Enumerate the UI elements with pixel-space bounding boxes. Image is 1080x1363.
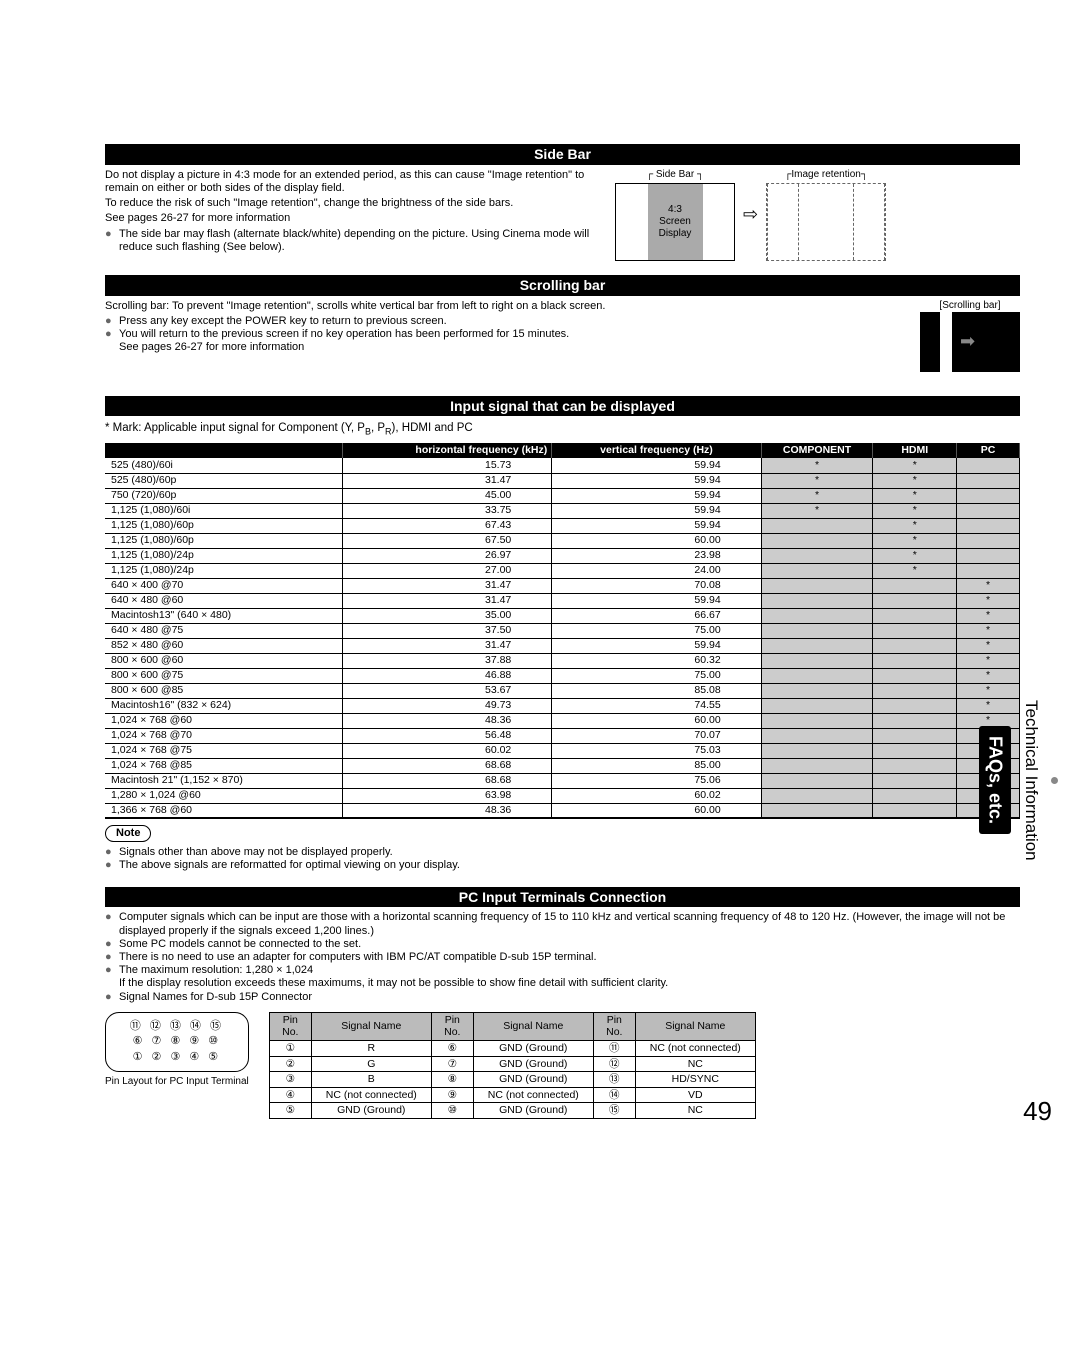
table-row: 1,024 × 768 @6048.3660.00* <box>105 713 1020 728</box>
bullet-icon: ● <box>105 859 119 872</box>
pc-b2: Some PC models cannot be connected to th… <box>119 938 361 951</box>
pc-bottom-row: ⑪ ⑫ ⑬ ⑭ ⑮ ⑥ ⑦ ⑧ ⑨ ⑩ ① ② ③ ④ ⑤ Pin Layout… <box>105 1012 1020 1119</box>
sidebar-p2: To reduce the risk of such "Image retent… <box>105 197 605 210</box>
table-row: 640 × 480 @7537.5075.00* <box>105 623 1020 638</box>
page-number: 49 <box>1023 1096 1052 1127</box>
bullet-icon: ● <box>105 228 119 241</box>
pc-b1: Computer signals which can be input are … <box>119 911 1020 937</box>
diagram-label-43: 4:3 <box>668 204 682 216</box>
scroll-box-label: [Scrolling bar] <box>920 300 1020 312</box>
table-row: 1,125 (1,080)/24p27.0024.00* <box>105 563 1020 578</box>
table-row: ①R⑥GND (Ground)⑪NC (not connected) <box>269 1040 755 1056</box>
pin-table-header: Pin No. <box>269 1012 311 1040</box>
note-badge: Note <box>105 825 151 842</box>
table-row: Macintosh 21" (1,152 × 870)68.6875.06* <box>105 773 1020 788</box>
diagram-label-display: Display <box>659 228 692 240</box>
pin-table-header: Signal Name <box>473 1012 593 1040</box>
bullet-icon: ● <box>105 911 119 924</box>
diagram-label-retention: ┌Image retention┐ <box>766 169 886 181</box>
table-row: 800 × 600 @7546.8875.00* <box>105 668 1020 683</box>
table-row: 640 × 400 @7031.4770.08* <box>105 578 1020 593</box>
table-row: 1,024 × 768 @8568.6885.00* <box>105 758 1020 773</box>
arrow-right-icon: ➡ <box>960 331 975 353</box>
sidebar-diagram: ┌ Side Bar ┐ 4:3 Screen Display ⇨ ┌Image… <box>615 169 886 261</box>
scroll-p1: Scrolling bar: To prevent "Image retenti… <box>105 300 900 313</box>
note1: Signals other than above may not be disp… <box>119 846 393 859</box>
arrow-right-icon: ⇨ <box>743 204 758 226</box>
bullet-icon: ● <box>105 938 119 951</box>
diagram-label-screen: Screen <box>659 216 691 228</box>
signal-table-header <box>105 443 342 458</box>
table-row: 1,024 × 768 @7056.4870.07* <box>105 728 1020 743</box>
table-row: 800 × 600 @8553.6785.08* <box>105 683 1020 698</box>
pin-table-header: Signal Name <box>311 1012 431 1040</box>
scroll-b1: Press any key except the POWER key to re… <box>119 315 447 328</box>
table-row: 1,280 × 1,024 @6063.9860.02* <box>105 788 1020 803</box>
sidebar-content-row: Do not display a picture in 4:3 mode for… <box>105 169 1020 261</box>
bullet-icon: ● <box>105 991 119 1004</box>
bullet-icon: ● <box>105 951 119 964</box>
scroll-box-graphic: ➡ <box>920 312 1020 372</box>
side-tab: Technical Information FAQs, etc. <box>979 700 1058 861</box>
bullet-icon: ● <box>105 964 119 977</box>
table-row: 1,125 (1,080)/24p26.9723.98* <box>105 548 1020 563</box>
table-row: ③B⑧GND (Ground)⑬HD/SYNC <box>269 1072 755 1088</box>
bullet-icon: ● <box>105 328 119 341</box>
scroll-b2: You will return to the previous screen i… <box>119 328 569 341</box>
side-tab-tech: Technical Information <box>1021 700 1041 861</box>
table-row: 1,125 (1,080)/60p67.5060.00* <box>105 533 1020 548</box>
table-row: 852 × 480 @6031.4759.94* <box>105 638 1020 653</box>
pin-table: Pin No.Signal NamePin No.Signal NamePin … <box>269 1012 756 1119</box>
diagram-label-sidebar: ┌ Side Bar ┐ <box>615 169 735 181</box>
signal-table-header: horizontal frequency (kHz) <box>342 443 551 458</box>
pc-b5: Signal Names for D-sub 15P Connector <box>119 991 312 1004</box>
pin-table-header: Pin No. <box>431 1012 473 1040</box>
connector-caption: Pin Layout for PC Input Terminal <box>105 1076 249 1088</box>
pc-b4b: If the display resolution exceeds these … <box>105 977 1020 990</box>
table-row: ④NC (not connected)⑨NC (not connected)⑭V… <box>269 1087 755 1103</box>
section-header-input: Input signal that can be displayed <box>105 396 1020 417</box>
side-tab-faq: FAQs, etc. <box>979 726 1011 834</box>
connector-diagram: ⑪ ⑫ ⑬ ⑭ ⑮ ⑥ ⑦ ⑧ ⑨ ⑩ ① ② ③ ④ ⑤ <box>105 1012 249 1072</box>
pin-table-header: Pin No. <box>593 1012 635 1040</box>
section-header-pc: PC Input Terminals Connection <box>105 887 1020 908</box>
pc-b3: There is no need to use an adapter for c… <box>119 951 597 964</box>
table-row: ⑤GND (Ground)⑩GND (Ground)⑮NC <box>269 1103 755 1119</box>
table-row: 1,125 (1,080)/60p67.4359.94* <box>105 518 1020 533</box>
signal-table-header: COMPONENT <box>761 443 873 458</box>
section-header-sidebar: Side Bar <box>105 144 1020 165</box>
sidebar-p3: See pages 26-27 for more information <box>105 212 605 225</box>
table-row: 640 × 480 @6031.4759.94* <box>105 593 1020 608</box>
pc-b4: The maximum resolution: 1,280 × 1,024 <box>119 964 313 977</box>
mark-note: * Mark: Applicable input signal for Comp… <box>105 422 1020 437</box>
signal-table-header: HDMI <box>873 443 957 458</box>
table-row: 525 (480)/60i15.7359.94** <box>105 458 1020 473</box>
scrolling-content-row: Scrolling bar: To prevent "Image retenti… <box>105 300 1020 372</box>
signal-table-header: vertical frequency (Hz) <box>552 443 761 458</box>
scroll-b2b: See pages 26-27 for more information <box>105 341 900 354</box>
pin-table-header: Signal Name <box>635 1012 755 1040</box>
table-row: 525 (480)/60p31.4759.94** <box>105 473 1020 488</box>
section-header-scrolling: Scrolling bar <box>105 275 1020 296</box>
table-row: 800 × 600 @6037.8860.32* <box>105 653 1020 668</box>
table-row: 1,125 (1,080)/60i33.7559.94** <box>105 503 1020 518</box>
table-row: Macintosh13" (640 × 480)35.0066.67* <box>105 608 1020 623</box>
sidebar-p1: Do not display a picture in 4:3 mode for… <box>105 169 605 195</box>
bullet-icon: ● <box>105 846 119 859</box>
bullet-icon <box>1051 777 1058 784</box>
note2: The above signals are reformatted for op… <box>119 859 460 872</box>
table-row: ②G⑦GND (Ground)⑫NC <box>269 1056 755 1072</box>
connector-block: ⑪ ⑫ ⑬ ⑭ ⑮ ⑥ ⑦ ⑧ ⑨ ⑩ ① ② ③ ④ ⑤ Pin Layout… <box>105 1012 249 1088</box>
bullet-icon: ● <box>105 315 119 328</box>
signal-table-header: PC <box>957 443 1020 458</box>
table-row: 750 (720)/60p45.0059.94** <box>105 488 1020 503</box>
table-row: Macintosh16" (832 × 624)49.7374.55* <box>105 698 1020 713</box>
signal-table: horizontal frequency (kHz)vertical frequ… <box>105 443 1020 819</box>
table-row: 1,024 × 768 @7560.0275.03* <box>105 743 1020 758</box>
sidebar-b1: The side bar may flash (alternate black/… <box>119 228 605 254</box>
table-row: 1,366 × 768 @6048.3660.00* <box>105 803 1020 818</box>
